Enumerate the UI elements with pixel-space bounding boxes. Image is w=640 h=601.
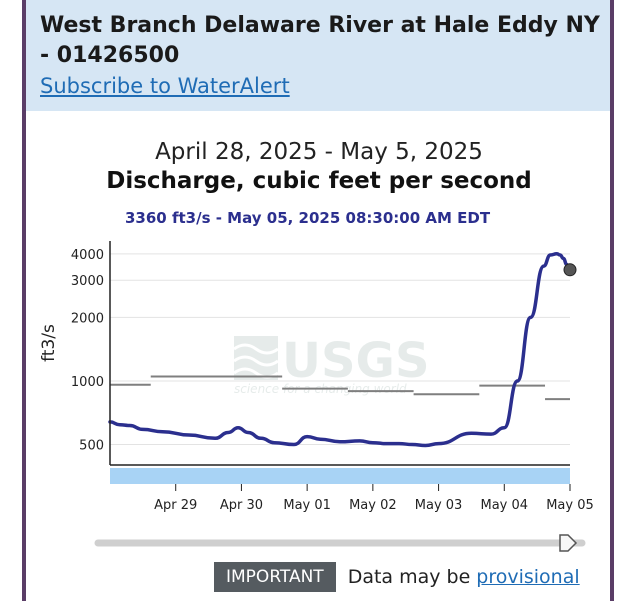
latest-value-point [563,263,577,277]
y-tick-label: 4000 [71,248,104,263]
chart-subtitle: Discharge, cubic feet per second [106,168,532,194]
x-tick-label: May 03 [415,498,463,513]
site-title: West Branch Delaware River at Hale Eddy … [40,13,600,68]
watermark-logo-text: USGS [282,333,430,389]
y-axis-label: ft3/s [39,324,59,362]
y-tick-label: 3000 [71,274,104,289]
range-slider-handle[interactable] [559,534,578,552]
important-button[interactable]: IMPORTANT [214,562,336,592]
discharge-series-line [108,252,572,448]
time-navigator-band[interactable] [110,468,570,484]
watermark: USGS science for a changing world [233,333,430,396]
y-gridlines [110,253,570,446]
footer-bar: IMPORTANT Data may be provisional [214,562,580,592]
site-header [26,0,610,111]
page-frame [22,0,614,601]
provisional-link[interactable]: provisional [476,566,580,588]
x-tick-label: May 01 [283,498,331,513]
chart-title: April 28, 2025 - May 5, 2025 [155,139,483,165]
subscribe-wateralert-link[interactable]: Subscribe to WaterAlert [40,74,290,98]
discharge-chart: April 28, 2025 - May 5, 2025 Discharge, … [39,139,594,552]
x-tick-labels: Apr 29 Apr 30 May 01 May 02 May 03 May 04 May … [154,484,594,513]
usgs-logo-icon [233,336,279,380]
y-tick-label: 1000 [71,375,104,390]
x-tick-label: May 02 [349,498,397,513]
y-tick-label: 500 [79,439,104,454]
current-reading: 3360 ft3/s - May 05, 2025 08:30:00 AM ED… [125,209,491,227]
x-tick-label: May 04 [481,498,529,513]
reference-series [110,375,570,401]
y-tick-label: 2000 [71,311,104,326]
y-tick-labels: 500 1000 2000 3000 4000 [71,248,104,454]
x-tick-label: May 05 [546,498,594,513]
provisional-note: Data may be [347,566,471,588]
x-tick-label: Apr 29 [154,498,197,513]
x-tick-label: Apr 30 [220,498,263,513]
